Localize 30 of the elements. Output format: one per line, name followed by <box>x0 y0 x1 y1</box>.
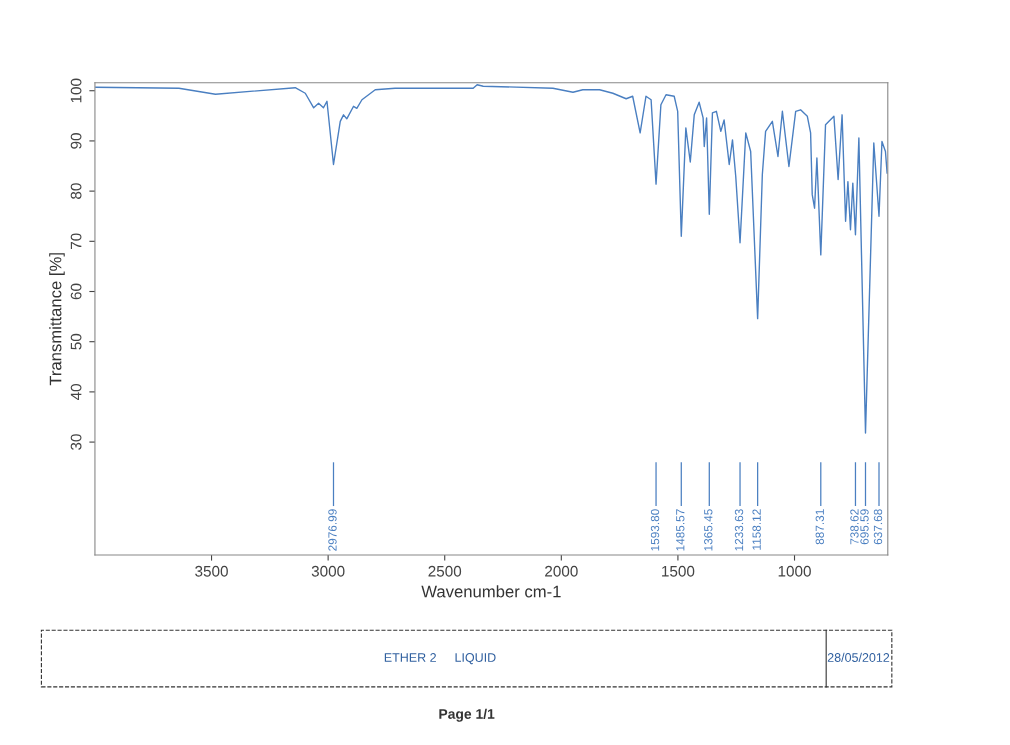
y-tick-label: 40 <box>70 383 82 401</box>
y-tick-label: 50 <box>70 333 82 350</box>
x-tick-label: 1500 <box>662 565 695 577</box>
annotation: 887.31 <box>815 509 824 545</box>
y-tick-label: 30 <box>70 434 82 450</box>
x-tick-label: 1000 <box>778 565 811 577</box>
x-tick-label: 2000 <box>545 565 578 577</box>
text: Page 1/1 <box>439 708 495 722</box>
annotation: 2976.99 <box>328 509 337 551</box>
x-tick-label: 2500 <box>428 565 462 577</box>
annotation: 1233.63 <box>734 509 744 551</box>
text: 28/05/2012 <box>827 652 890 662</box>
x-axis-title: Wavenumber cm-1 <box>421 585 561 598</box>
text: ETHER 2 <box>384 653 436 662</box>
annotation: 1365.45 <box>704 509 713 551</box>
annotation: 738.62 <box>850 509 859 545</box>
y-tick-label: 90 <box>70 133 82 149</box>
annotation: 695.59 <box>860 509 869 545</box>
x-tick-label: 3500 <box>195 565 228 577</box>
annotation: 637.68 <box>873 509 883 545</box>
y-tick-label: 100 <box>70 78 82 103</box>
y-axis-title: Transmittance [%] <box>49 253 65 386</box>
text: LIQUID <box>455 653 496 665</box>
annotation: 1158.12 <box>752 509 761 550</box>
annotation: 1485.57 <box>676 509 685 551</box>
y-tick-label: 60 <box>70 283 82 300</box>
y-tick-label: 70 <box>70 233 82 250</box>
annotation: 1593.80 <box>650 509 660 551</box>
x-tick-label: 3000 <box>311 565 345 577</box>
y-tick-label: 80 <box>70 183 82 199</box>
